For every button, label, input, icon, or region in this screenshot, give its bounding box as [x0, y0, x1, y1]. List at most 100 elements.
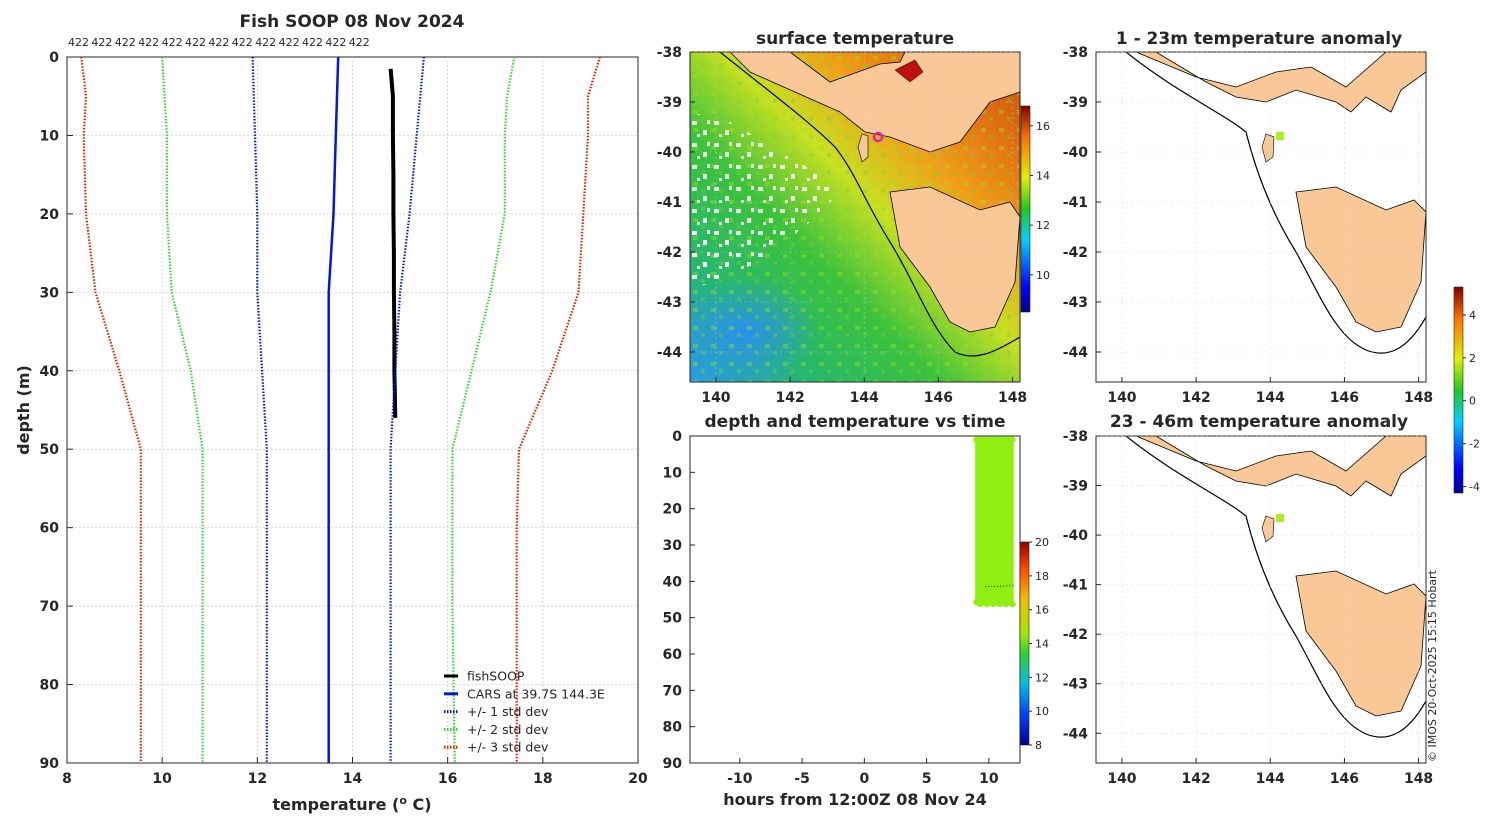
sst-station-marker	[872, 131, 884, 143]
sst-hot-bay	[894, 59, 924, 83]
anomaly-deep-ytick-label: -42	[1063, 627, 1088, 643]
profile-ytick-label: 50	[40, 442, 60, 458]
profile-title: Fish SOOP 08 Nov 2024	[240, 12, 465, 32]
top-label: 422	[208, 36, 229, 49]
depth-time-title: depth and temperature vs time	[705, 412, 1006, 432]
sst-ytick-label: -42	[657, 245, 682, 261]
sst-xtick-label: 144	[850, 390, 879, 406]
colorbar-tick-label: 16	[1036, 120, 1050, 133]
depth-time-ytick-label: 10	[663, 465, 683, 481]
profile-ytick-label: 60	[40, 521, 60, 537]
colorbar-tick-label: 14	[1035, 638, 1049, 651]
depth-time-ytick-label: 70	[663, 683, 683, 699]
profile-series-6	[80, 56, 142, 763]
profile-xtick-label: 8	[62, 771, 72, 787]
top-label: 422	[325, 36, 346, 49]
top-label: 422	[138, 36, 159, 49]
sst-land-king-island	[857, 133, 869, 163]
profile-xtick-label: 14	[343, 771, 363, 787]
top-label: 422	[68, 36, 89, 49]
top-label: 422	[91, 36, 112, 49]
anomaly-deep-ticks: 140 142 144 146 148 -38 -39 -40 -41 -42 -43 -44	[1063, 429, 1433, 787]
anomaly-shallow-ticks: 140 142 144 146 148 -38 -39 -40 -41 -42 -43 -44	[1063, 45, 1433, 406]
depth-time-xtick-label: -10	[727, 771, 753, 787]
sst-ytick-label: -43	[657, 295, 682, 311]
sst-land-tasmania	[889, 186, 1020, 333]
anomaly-deep-xtick-label: 140	[1107, 771, 1136, 787]
anomaly-shallow-ytick-label: -38	[1063, 45, 1088, 61]
anomaly-shallow-title: 1 - 23m temperature anomaly	[1116, 29, 1402, 49]
legend-label: CARS at 39.7S 144.3E	[467, 686, 605, 701]
depth-time-ytick-label: 80	[663, 720, 683, 736]
profile-ytick-label: 40	[40, 364, 60, 380]
depth-time-xtick-label: 5	[922, 771, 932, 787]
profile-ticks: 8 10 12 14 16 18 20 0 10 20 30 40 50 60 70 80 90	[40, 50, 648, 787]
depth-time-points	[973, 436, 1016, 608]
depth-time-colorbar	[1019, 541, 1030, 746]
anomaly-colorbar-ticks: -4 -2 0 2 4	[1463, 309, 1480, 494]
anomaly-shallow-panel: 1 - 23m temperature anomaly 140 142 144 146…	[1063, 29, 1433, 406]
anomaly-deep-ytick-label: -40	[1063, 528, 1089, 544]
colorbar-tick-label: 16	[1035, 604, 1049, 617]
profile-xtick-label: 12	[248, 771, 267, 787]
depth-time-ytick-label: 0	[672, 429, 682, 445]
anomaly-shallow-xtick-label: 144	[1256, 390, 1285, 406]
copyright-label: © IMOS 20-Oct-2025 15:15 Hobart	[1426, 569, 1439, 762]
profile-ytick-label: 20	[40, 207, 60, 223]
depth-time-ytick-label: 30	[663, 538, 683, 554]
sst-colorbar-ticks: 10 12 14 16	[1030, 120, 1050, 282]
depth-time-xtick-label: 0	[859, 771, 869, 787]
anomaly-shallow-land-victoria	[1135, 52, 1426, 113]
colorbar-tick-label: 14	[1036, 169, 1050, 182]
sst-xtick-label: 140	[701, 390, 730, 406]
profile-xtick-label: 10	[152, 771, 172, 787]
sst-map	[690, 52, 1020, 382]
colorbar-tick-label: 20	[1035, 536, 1049, 549]
depth-time-ticks: -10 -5 0 5 10 0 10 20 30 40 50 60 70 80 90	[663, 429, 999, 787]
sst-ytick-label: -39	[657, 95, 682, 111]
profile-series-0	[388, 68, 398, 418]
profile-ytick-label: 0	[49, 50, 59, 66]
profile-grid	[67, 57, 638, 763]
depth-time-point	[1009, 601, 1016, 608]
anomaly-deep-map	[1096, 436, 1426, 763]
anomaly-deep-land-king-island	[1261, 515, 1275, 543]
depth-time-xtick-label: -5	[794, 771, 810, 787]
colorbar-tick-label: 8	[1035, 739, 1042, 752]
legend-label: +/- 3 std dev	[467, 740, 549, 755]
depth-time-axes	[689, 435, 1021, 764]
sst-panel: surface temperature 140 142 144 146 148 -38 -3…	[657, 29, 1050, 406]
profile-series-3	[389, 56, 425, 763]
sst-title: surface temperature	[756, 29, 954, 49]
top-label: 422	[115, 36, 136, 49]
colorbar-tick-label: 4	[1469, 309, 1476, 322]
top-labels: 422 422 422 422 422 422 422 422 422 422 422 422 422	[68, 36, 370, 49]
profile-ytick-label: 10	[40, 128, 60, 144]
anomaly-deep-land-victoria	[1135, 436, 1426, 497]
colorbar-tick-label: 10	[1036, 269, 1050, 282]
anomaly-deep-ytick-label: -41	[1063, 578, 1088, 594]
depth-time-ytick-label: 40	[663, 574, 683, 590]
anomaly-deep-ytick-label: -38	[1063, 429, 1088, 445]
anomaly-deep-xtick-label: 148	[1404, 771, 1433, 787]
depth-time-colorbar-ticks: 8 10 12 14 16 18 20	[1029, 536, 1049, 752]
sst-ticks: 140 142 144 146 148 -38 -39 -40 -41 -42 -43 -44	[657, 45, 1027, 406]
anomaly-shallow-xtick-label: 146	[1330, 390, 1359, 406]
anomaly-shallow-xtick-label: 148	[1404, 390, 1433, 406]
anomaly-deep-xtick-label: 144	[1256, 771, 1285, 787]
anomaly-deep-land-tasmania	[1295, 570, 1426, 717]
top-label: 422	[302, 36, 323, 49]
top-label: 422	[162, 36, 183, 49]
sst-xtick-label: 142	[775, 390, 804, 406]
profile-series	[80, 56, 601, 764]
anomaly-shallow-land-king-island	[1261, 133, 1275, 163]
sst-ytick-label: -41	[657, 195, 682, 211]
profile-ytick-label: 90	[40, 756, 60, 772]
anomaly-shallow-ytick-label: -40	[1063, 145, 1089, 161]
colorbar-tick-label: 0	[1469, 395, 1476, 408]
colorbar-tick-label: 12	[1035, 671, 1049, 684]
profile-xtick-label: 16	[438, 771, 457, 787]
depth-time-ytick-label: 20	[663, 502, 683, 518]
profile-xtick-label: 20	[628, 771, 648, 787]
anomaly-deep-marker	[1276, 514, 1284, 522]
